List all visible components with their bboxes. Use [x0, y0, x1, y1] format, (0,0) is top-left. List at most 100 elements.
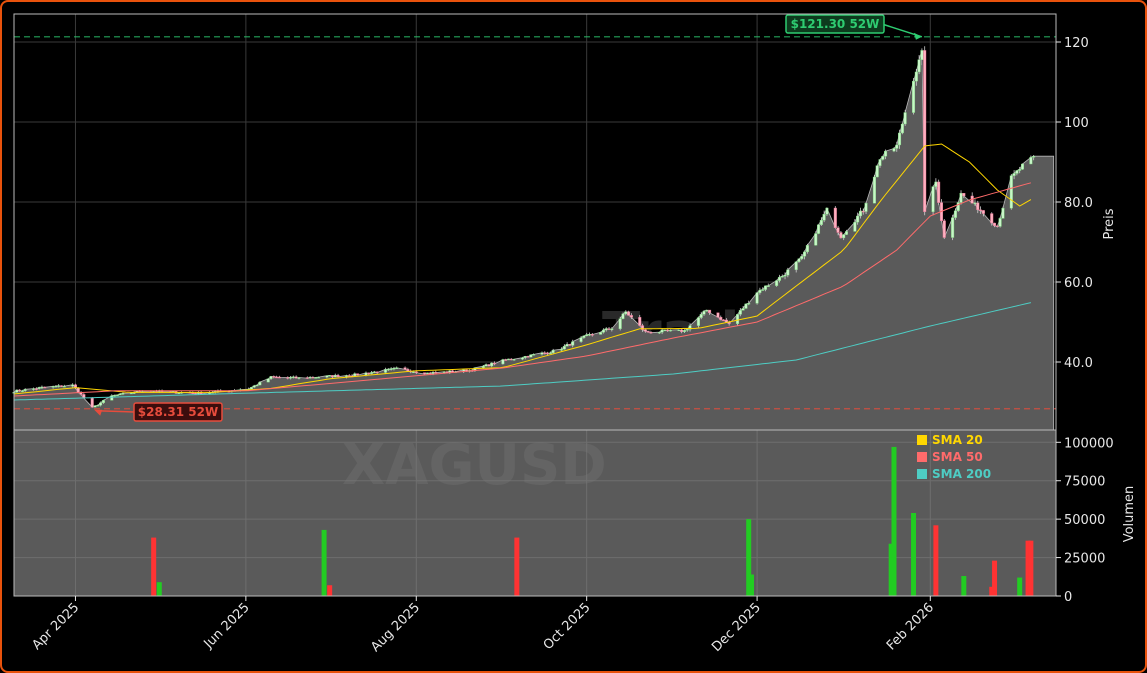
candle-body	[177, 392, 181, 395]
volume-bar	[992, 560, 998, 596]
candle-body	[118, 393, 122, 396]
candle-body	[587, 334, 591, 336]
candle-body	[560, 348, 564, 351]
volume-tick-label: 75000	[1064, 475, 1105, 490]
candle-body	[40, 386, 44, 389]
candle-body	[314, 377, 318, 379]
candle-body	[649, 331, 653, 334]
candle-body	[825, 207, 829, 215]
candle-body	[892, 148, 896, 152]
candle-body	[579, 337, 583, 342]
candle-body	[601, 329, 605, 333]
candle-body	[90, 397, 94, 408]
candle-body	[113, 395, 117, 397]
candle-body	[328, 375, 332, 377]
candle-body	[249, 387, 253, 390]
candle-body	[18, 389, 22, 392]
candle-body	[20, 390, 24, 392]
candle-body	[370, 372, 374, 374]
volume-bar	[911, 513, 917, 596]
candle-body	[775, 280, 779, 286]
volume-bar	[749, 574, 755, 596]
candle-body	[604, 328, 608, 331]
candle-body	[817, 224, 821, 234]
candle-body	[895, 144, 899, 149]
candle-body	[755, 292, 759, 304]
volume-bar	[156, 582, 162, 596]
candle-body	[861, 210, 865, 213]
candle-body	[392, 368, 396, 370]
candle-body	[884, 150, 888, 157]
candle-body	[34, 388, 38, 390]
candle-body	[599, 332, 603, 335]
candle-body	[43, 386, 47, 389]
candle-body	[722, 319, 726, 322]
candle-body	[37, 387, 41, 389]
price-tick-label: 80.0	[1064, 196, 1093, 211]
candle-body	[708, 309, 712, 314]
candle-body	[308, 376, 312, 379]
candle-body	[780, 276, 784, 278]
candle-body	[937, 181, 941, 203]
candle-body	[629, 315, 633, 318]
sma200-line	[13, 302, 1032, 401]
candle-body	[191, 392, 195, 395]
candle-body	[903, 112, 907, 125]
volume-axis-label: Volumen	[1122, 486, 1137, 543]
x-tick-label: Feb 2026	[884, 600, 937, 653]
candle-body	[842, 234, 846, 239]
candle-body	[931, 186, 935, 212]
candle-body	[543, 352, 547, 354]
candle-body	[372, 371, 376, 373]
candle-body	[800, 256, 804, 260]
candle-body	[395, 367, 399, 370]
candle-body	[844, 231, 848, 235]
high-callout: $121.30 52W	[785, 14, 923, 40]
candle-body	[853, 221, 857, 232]
candle-body	[856, 215, 860, 223]
candle-body	[898, 132, 902, 146]
price-tick-label: 60.0	[1064, 276, 1093, 291]
candle-body	[540, 352, 544, 355]
candle-body	[998, 218, 1002, 227]
candle-body	[76, 387, 80, 393]
candle-body	[492, 362, 496, 365]
candle-body	[912, 80, 916, 113]
volume-bar	[151, 537, 157, 596]
candle-body	[872, 176, 876, 204]
candle-body	[389, 368, 393, 370]
candle-body	[624, 311, 628, 315]
price-tick-label: 40.0	[1064, 356, 1093, 371]
candle-body	[638, 317, 642, 326]
price-axis-label: Preis	[1102, 208, 1117, 239]
legend-swatch	[917, 435, 927, 445]
candle-body	[546, 352, 550, 355]
candle-body	[291, 376, 295, 379]
candle-body	[384, 369, 388, 373]
candle-body	[194, 392, 198, 395]
sma50-line	[13, 182, 1032, 397]
candle-body	[920, 50, 924, 60]
candle-body	[864, 203, 868, 212]
candle-body	[1009, 175, 1013, 209]
candle-body	[900, 123, 904, 134]
candle-body	[442, 371, 446, 373]
candle-body	[858, 210, 862, 217]
candle-body	[657, 331, 661, 334]
candle-body	[914, 71, 918, 82]
candle-body	[451, 370, 455, 373]
candle-body	[121, 393, 125, 395]
candle-body	[705, 309, 709, 312]
candle-body	[822, 214, 826, 221]
sma-lines	[13, 143, 1032, 401]
candle-body	[627, 311, 631, 316]
volume-tick-label: 50000	[1064, 513, 1105, 528]
candle-body	[269, 376, 273, 379]
candle-body	[406, 369, 410, 372]
candle-body	[641, 325, 645, 330]
candle-body	[917, 59, 921, 73]
candle-body	[1018, 169, 1022, 171]
candle-body	[403, 367, 407, 370]
callouts: $121.30 52W $28.31 52W	[94, 14, 923, 422]
